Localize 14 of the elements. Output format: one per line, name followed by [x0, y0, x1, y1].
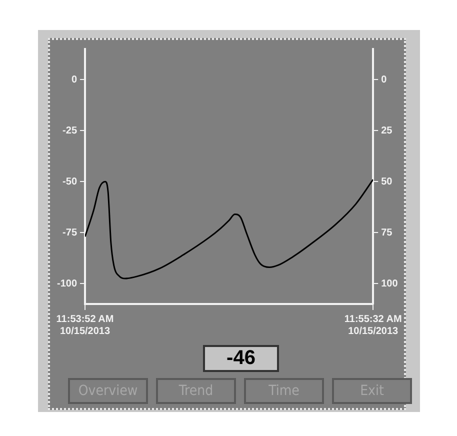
y-tick-label: -100 [57, 278, 78, 290]
y2-tick-label: 100 [381, 278, 398, 290]
x-tick-label: 11:53:52 AM 10/15/2013 [56, 314, 114, 337]
y-tick-label: -25 [62, 125, 78, 136]
y-tick-label: -50 [62, 176, 78, 188]
y-tick-label: 0 [71, 74, 78, 86]
y2-tick-label: 75 [381, 227, 393, 238]
x-tick-label: 11:55:32 AM 10/15/2013 [344, 314, 402, 337]
y2-tick-label: 0 [381, 74, 388, 86]
text: -46 [203, 345, 279, 372]
y2-tick-label: 50 [381, 176, 393, 188]
y-tick-label: -75 [62, 227, 78, 238]
line-series [85, 178, 374, 280]
y2-tick-label: 25 [381, 125, 393, 136]
